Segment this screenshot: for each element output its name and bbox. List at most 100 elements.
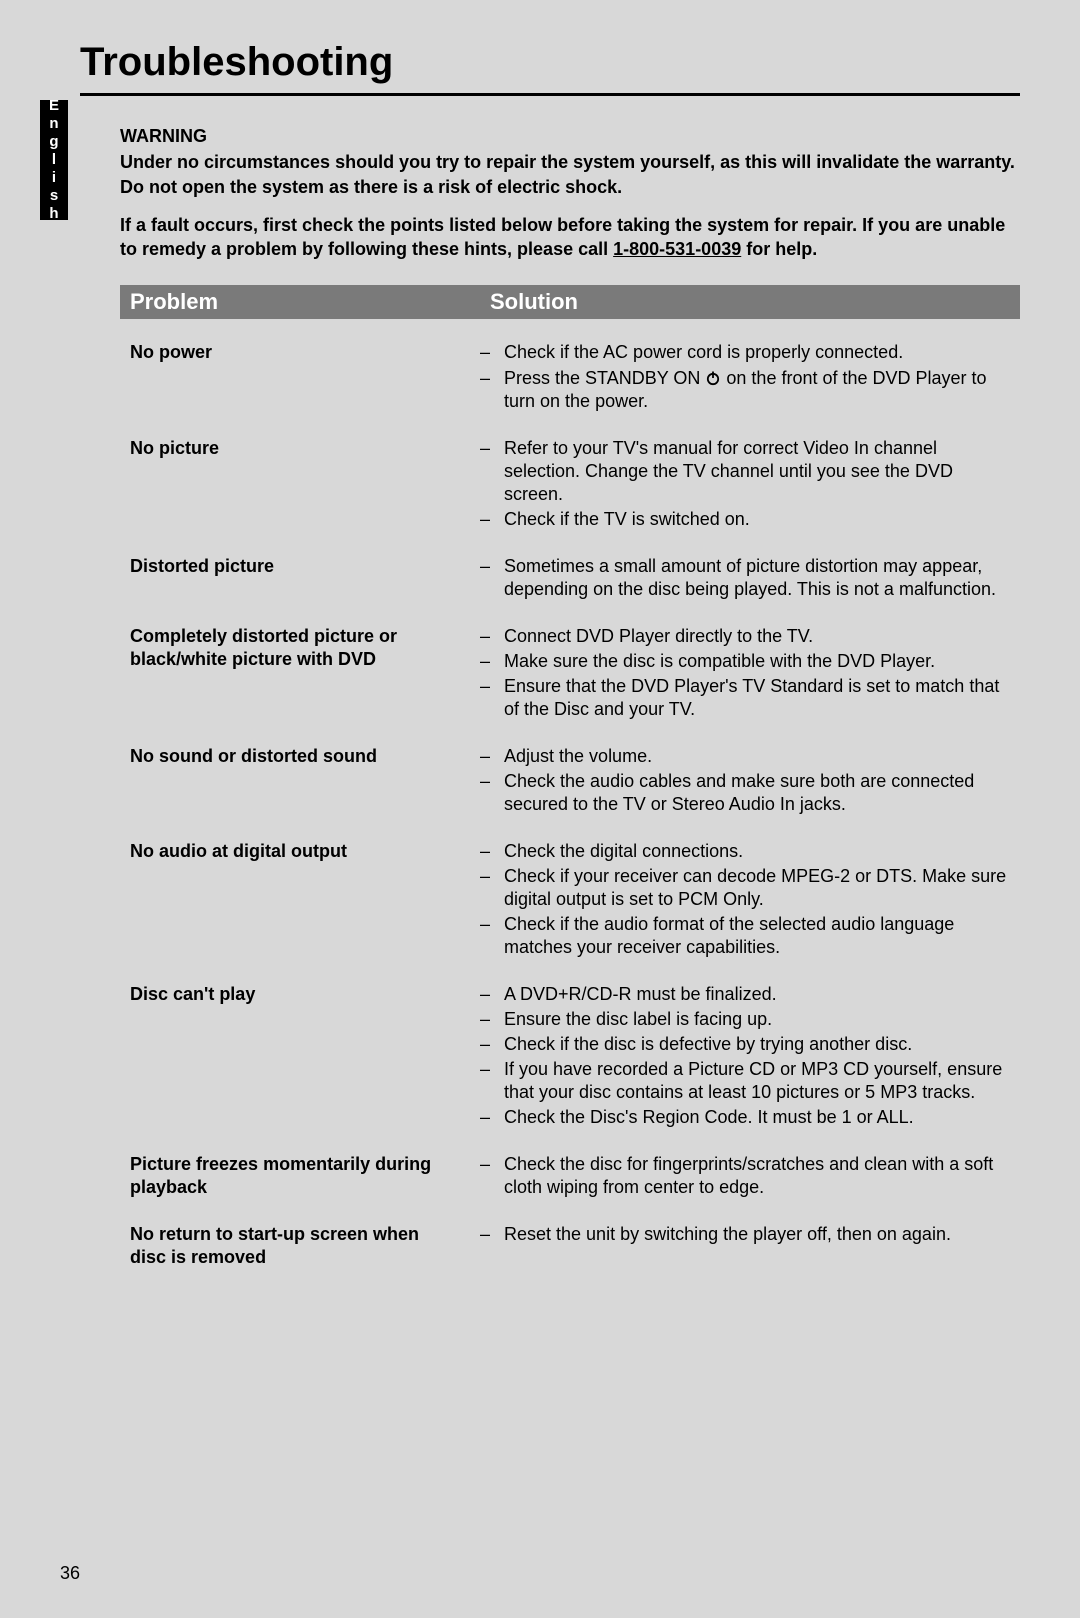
table-row: No return to start-up screen when disc i…	[120, 1201, 1020, 1269]
bullet-dash: –	[480, 367, 504, 413]
solution-item: –Check the digital connections.	[480, 840, 1010, 863]
solution-item: –Reset the unit by switching the player …	[480, 1223, 1010, 1246]
bullet-dash: –	[480, 508, 504, 531]
solution-item: –Connect DVD Player directly to the TV.	[480, 625, 1010, 648]
solution-item: –A DVD+R/CD-R must be finalized.	[480, 983, 1010, 1006]
solution-item: –Check if the audio format of the select…	[480, 913, 1010, 959]
table-row: No sound or distorted sound–Adjust the v…	[120, 723, 1020, 818]
solution-item: –Adjust the volume.	[480, 745, 1010, 768]
solution-text: A DVD+R/CD-R must be finalized.	[504, 983, 1010, 1006]
solution-item: –If you have recorded a Picture CD or MP…	[480, 1058, 1010, 1104]
solution-text: Check the disc for fingerprints/scratche…	[504, 1153, 1010, 1199]
solution-cell: –A DVD+R/CD-R must be finalized.–Ensure …	[480, 983, 1020, 1131]
problem-cell: No audio at digital output	[120, 840, 480, 961]
page-number: 36	[60, 1563, 80, 1584]
solution-text: Check the Disc's Region Code. It must be…	[504, 1106, 1010, 1129]
table-body: No power–Check if the AC power cord is p…	[120, 319, 1020, 1269]
solution-item: –Check the Disc's Region Code. It must b…	[480, 1106, 1010, 1129]
solution-item: –Check the audio cables and make sure bo…	[480, 770, 1010, 816]
col-header-solution: Solution	[480, 289, 1020, 315]
solution-cell: –Refer to your TV's manual for correct V…	[480, 437, 1020, 533]
table-row: No power–Check if the AC power cord is p…	[120, 319, 1020, 414]
problem-cell: No picture	[120, 437, 480, 533]
solution-cell: –Reset the unit by switching the player …	[480, 1223, 1020, 1269]
bullet-dash: –	[480, 437, 504, 506]
title-rule	[80, 93, 1020, 96]
bullet-dash: –	[480, 555, 504, 601]
solution-item: –Check if your receiver can decode MPEG-…	[480, 865, 1010, 911]
solution-cell: –Check the digital connections.–Check if…	[480, 840, 1020, 961]
warning-text-1: Under no circumstances should you try to…	[120, 150, 1020, 199]
warning-text-2b: for help.	[741, 239, 817, 259]
table-row: No audio at digital output–Check the dig…	[120, 818, 1020, 961]
bullet-dash: –	[480, 650, 504, 673]
solution-text: Reset the unit by switching the player o…	[504, 1223, 1010, 1246]
solution-item: –Sometimes a small amount of picture dis…	[480, 555, 1010, 601]
solution-item: –Check the disc for fingerprints/scratch…	[480, 1153, 1010, 1199]
solution-item: –Make sure the disc is compatible with t…	[480, 650, 1010, 673]
bullet-dash: –	[480, 1106, 504, 1129]
warning-text-2: If a fault occurs, first check the point…	[120, 213, 1020, 262]
bullet-dash: –	[480, 745, 504, 768]
warning-text-2a: If a fault occurs, first check the point…	[120, 215, 1005, 259]
table-header: Problem Solution	[120, 285, 1020, 319]
solution-item: –Check if the TV is switched on.	[480, 508, 1010, 531]
solution-text: Check if the audio format of the selecte…	[504, 913, 1010, 959]
solution-item: –Check if the disc is defective by tryin…	[480, 1033, 1010, 1056]
table-row: Disc can't play–A DVD+R/CD-R must be fin…	[120, 961, 1020, 1131]
bullet-dash: –	[480, 983, 504, 1006]
problem-cell: Completely distorted picture or black/wh…	[120, 625, 480, 723]
table-row: No picture–Refer to your TV's manual for…	[120, 415, 1020, 533]
bullet-dash: –	[480, 1033, 504, 1056]
bullet-dash: –	[480, 1008, 504, 1031]
bullet-dash: –	[480, 1153, 504, 1199]
solution-item: –Ensure that the DVD Player's TV Standar…	[480, 675, 1010, 721]
content-area: WARNING Under no circumstances should yo…	[120, 124, 1020, 1269]
solution-cell: –Check if the AC power cord is properly …	[480, 341, 1020, 414]
solution-text: Adjust the volume.	[504, 745, 1010, 768]
solution-text: Ensure that the DVD Player's TV Standard…	[504, 675, 1010, 721]
support-phone: 1-800-531-0039	[613, 239, 741, 259]
manual-page: Troubleshooting English WARNING Under no…	[0, 0, 1080, 1618]
solution-cell: –Check the disc for fingerprints/scratch…	[480, 1153, 1020, 1201]
problem-cell: Picture freezes momentarily during playb…	[120, 1153, 480, 1201]
bullet-dash: –	[480, 840, 504, 863]
solution-cell: –Sometimes a small amount of picture dis…	[480, 555, 1020, 603]
solution-item: –Ensure the disc label is facing up.	[480, 1008, 1010, 1031]
solution-item: –Refer to your TV's manual for correct V…	[480, 437, 1010, 506]
solution-cell: –Connect DVD Player directly to the TV.–…	[480, 625, 1020, 723]
bullet-dash: –	[480, 625, 504, 648]
problem-cell: Distorted picture	[120, 555, 480, 603]
problem-cell: No power	[120, 341, 480, 414]
solution-text: Check if the disc is defective by trying…	[504, 1033, 1010, 1056]
bullet-dash: –	[480, 913, 504, 959]
warning-block: WARNING Under no circumstances should yo…	[120, 124, 1020, 261]
problem-cell: Disc can't play	[120, 983, 480, 1131]
warning-heading: WARNING	[120, 124, 1020, 148]
bullet-dash: –	[480, 770, 504, 816]
problem-cell: No return to start-up screen when disc i…	[120, 1223, 480, 1269]
solution-text: Connect DVD Player directly to the TV.	[504, 625, 1010, 648]
col-header-problem: Problem	[120, 289, 480, 315]
solution-text: Check the digital connections.	[504, 840, 1010, 863]
bullet-dash: –	[480, 1058, 504, 1104]
solution-item: –Press the STANDBY ON on the front of th…	[480, 367, 1010, 413]
problem-cell: No sound or distorted sound	[120, 745, 480, 818]
solution-text: Check if your receiver can decode MPEG-2…	[504, 865, 1010, 911]
page-title: Troubleshooting	[80, 40, 1020, 85]
solution-item: –Check if the AC power cord is properly …	[480, 341, 1010, 364]
bullet-dash: –	[480, 675, 504, 721]
table-row: Completely distorted picture or black/wh…	[120, 603, 1020, 723]
solution-text: Press the STANDBY ON on the front of the…	[504, 367, 1010, 413]
bullet-dash: –	[480, 1223, 504, 1246]
solution-text: If you have recorded a Picture CD or MP3…	[504, 1058, 1010, 1104]
solution-text: Check the audio cables and make sure bot…	[504, 770, 1010, 816]
table-row: Picture freezes momentarily during playb…	[120, 1131, 1020, 1201]
solution-text: Check if the AC power cord is properly c…	[504, 341, 1010, 364]
solution-text: Refer to your TV's manual for correct Vi…	[504, 437, 1010, 506]
solution-text: Check if the TV is switched on.	[504, 508, 1010, 531]
bullet-dash: –	[480, 341, 504, 364]
power-icon	[705, 368, 721, 388]
table-row: Distorted picture–Sometimes a small amou…	[120, 533, 1020, 603]
solution-cell: –Adjust the volume.–Check the audio cabl…	[480, 745, 1020, 818]
